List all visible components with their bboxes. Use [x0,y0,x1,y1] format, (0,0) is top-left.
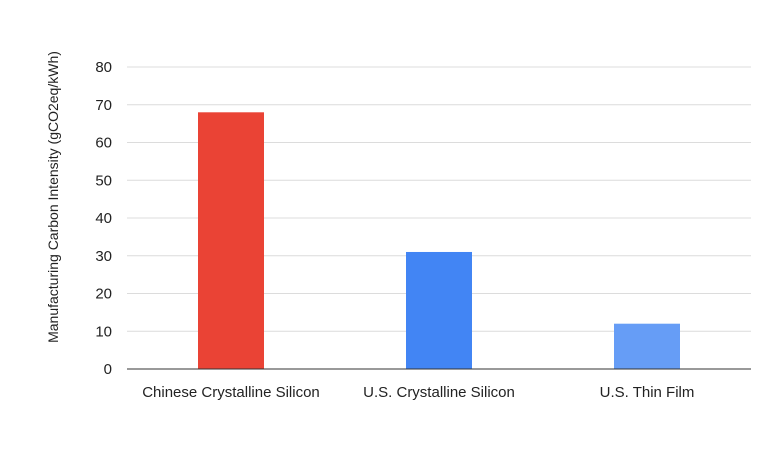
bars [198,112,680,370]
y-axis-title: Manufacturing Carbon Intensity (gCO2eq/k… [45,51,61,343]
y-tick-label: 20 [95,286,112,303]
x-tick-labels: Chinese Crystalline Silicon U.S. Crystall… [142,384,694,401]
y-tick-label: 50 [95,172,112,189]
y-tick-label: 30 [95,248,112,265]
bar [406,251,472,369]
y-tick-labels: 0 10 20 30 40 50 60 70 80 [95,59,112,378]
y-tick-label: 0 [104,361,112,378]
bar [614,323,680,369]
y-tick-label: 10 [95,323,112,340]
bar [198,112,264,370]
y-tick-label: 40 [95,210,112,227]
y-tick-label: 70 [95,97,112,114]
x-tick-label: U.S. Crystalline Silicon [363,384,515,401]
x-tick-label: U.S. Thin Film [600,384,695,401]
x-tick-label: Chinese Crystalline Silicon [142,384,320,401]
y-tick-label: 60 [95,135,112,152]
y-tick-label: 80 [95,59,112,76]
